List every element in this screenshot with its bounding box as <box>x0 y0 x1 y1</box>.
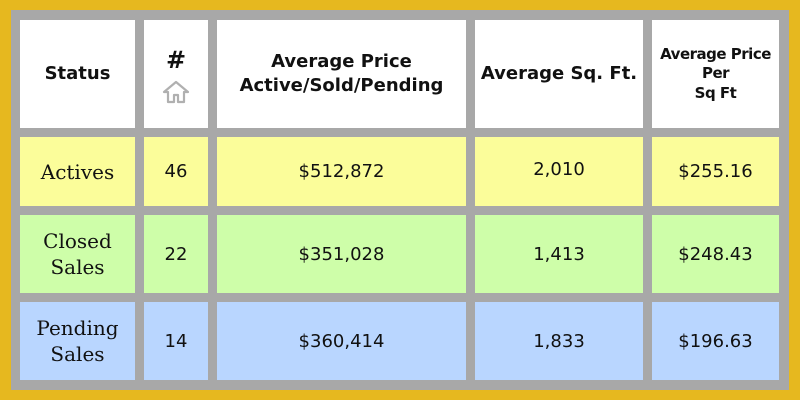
row-pending-avg-sqft: 1,833 <box>475 302 643 380</box>
header-average-sqft: Average Sq. Ft. <box>475 20 643 128</box>
row-status-line2: Sales <box>50 255 105 279</box>
header-average-price-line1: Average Price <box>271 50 412 72</box>
row-status-line2: Sales <box>50 342 105 366</box>
row-closed-count: 22 <box>144 215 208 293</box>
row-status-line1: Pending <box>36 316 119 340</box>
row-pending-avg-price: $360,414 <box>217 302 466 380</box>
header-ppsf-line1: Average Price <box>660 44 771 63</box>
header-average-sqft-label: Average Sq. Ft. <box>480 62 638 84</box>
home-icon <box>162 81 190 104</box>
row-actives-status: Actives <box>20 137 135 206</box>
header-count: # <box>144 20 208 128</box>
row-avg-sqft: 1,833 <box>533 330 585 352</box>
stats-table: Status # Average Price Active/Sold/Pendi… <box>11 10 789 390</box>
row-status-line1: Actives <box>40 159 115 184</box>
row-count: 22 <box>164 243 188 265</box>
row-pending-ppsf: $196.63 <box>652 302 779 380</box>
row-ppsf: $255.16 <box>678 161 753 182</box>
header-status: Status <box>20 20 135 128</box>
row-avg-sqft: 2,010 <box>533 159 585 180</box>
row-actives-ppsf: $255.16 <box>652 137 779 206</box>
header-average-price-line2: Active/Sold/Pending <box>239 75 444 96</box>
row-status-line1: Closed <box>43 229 112 253</box>
header-price-per-sqft: Average Price Per Sq Ft <box>652 20 779 128</box>
header-average-price: Average Price Active/Sold/Pending <box>217 20 466 128</box>
row-count: 46 <box>164 161 188 182</box>
row-ppsf: $196.63 <box>678 330 753 352</box>
row-pending-count: 14 <box>144 302 208 380</box>
row-count: 14 <box>164 330 188 352</box>
row-closed-ppsf: $248.43 <box>652 215 779 293</box>
row-closed-avg-price: $351,028 <box>217 215 466 293</box>
row-actives-avg-price: $512,872 <box>217 137 466 206</box>
row-actives-count: 46 <box>144 137 208 206</box>
row-avg-price: $360,414 <box>298 330 385 352</box>
header-ppsf-line3: Sq Ft <box>694 83 737 102</box>
row-avg-price: $351,028 <box>298 243 385 265</box>
header-ppsf-line2: Per <box>701 64 730 83</box>
row-avg-price: $512,872 <box>298 161 385 182</box>
row-avg-sqft: 1,413 <box>533 243 585 265</box>
row-pending-status: Pending Sales <box>20 302 135 380</box>
header-status-label: Status <box>44 62 111 84</box>
row-closed-avg-sqft: 1,413 <box>475 215 643 293</box>
row-actives-avg-sqft: 2,010 <box>475 137 643 206</box>
header-count-label: # <box>165 45 187 74</box>
row-closed-status: Closed Sales <box>20 215 135 293</box>
row-ppsf: $248.43 <box>678 243 753 265</box>
